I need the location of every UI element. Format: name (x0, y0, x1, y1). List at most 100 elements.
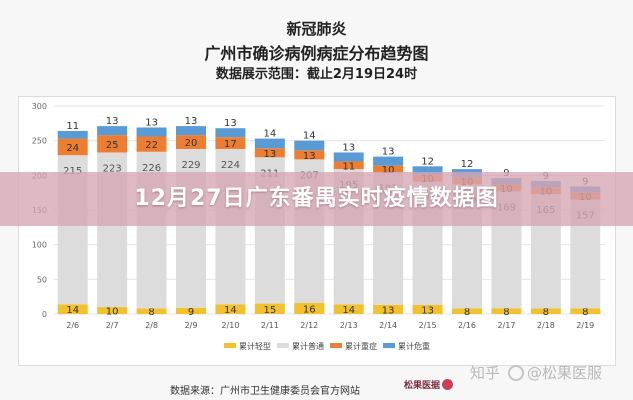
x-tick-label: 2/10 (221, 321, 239, 330)
data-label: 8 (464, 307, 470, 318)
data-label: 9 (188, 307, 194, 318)
data-label: 223 (103, 163, 122, 174)
x-tick-label: 2/15 (419, 321, 437, 330)
bar-segment-light (136, 308, 167, 314)
bar-segment-severe (294, 150, 325, 160)
data-label: 11 (66, 121, 79, 132)
bar-segment-critical (215, 128, 246, 138)
data-label: 8 (543, 307, 549, 318)
legend-swatch (330, 343, 342, 348)
brand-name: 松果医据 (404, 381, 441, 391)
data-label: 13 (185, 116, 198, 127)
data-label: 13 (303, 151, 316, 162)
bar-segment-severe (333, 161, 364, 170)
data-range-note: 数据展示范围：截止2月19日24时 (215, 67, 418, 82)
data-label: 8 (582, 307, 588, 318)
brand-mark-icon (442, 379, 454, 390)
bar-segment-severe (97, 135, 128, 153)
overlay-banner: 12月27日广东番禺实时疫情数据图 (0, 172, 633, 226)
legend-label: 累计轻型 (239, 341, 271, 351)
data-label: 215 (63, 166, 82, 177)
bar-segment-light (412, 304, 443, 314)
bar-segment-light (254, 303, 285, 314)
data-label: 226 (142, 163, 161, 174)
bar-segment-critical (57, 130, 88, 139)
bar-segment-light (570, 308, 601, 314)
data-label: 10 (382, 165, 395, 176)
data-label: 13 (224, 118, 237, 129)
banner-title: 12月27日广东番禺实时疫情数据图 (134, 186, 499, 211)
watermark-handle: @松果医服 (527, 364, 603, 382)
data-label: 224 (221, 160, 240, 171)
y-tick-label: 0 (42, 310, 47, 319)
data-label: 13 (263, 149, 276, 160)
data-label: 14 (224, 305, 237, 316)
data-label: 11 (342, 161, 355, 172)
x-tick-label: 2/18 (537, 321, 555, 330)
watermark-avatar-icon (508, 365, 525, 381)
bar-segment-critical (97, 126, 128, 136)
brand-logo: 松果医据 (404, 378, 458, 394)
data-label: 13 (382, 305, 395, 316)
data-label: 14 (303, 131, 316, 142)
stacked-bar-chart: 0501001502002503001421524112/61022325132… (32, 102, 605, 351)
data-label: 16 (303, 304, 316, 315)
bar-segment-light (491, 308, 522, 314)
bar-segment-severe (176, 135, 206, 149)
data-label: 229 (181, 160, 200, 171)
bar-segment-light (333, 304, 364, 314)
y-tick-label: 250 (32, 137, 47, 146)
data-label: 12 (461, 159, 474, 170)
data-label: 15 (263, 305, 276, 316)
x-tick-label: 2/6 (66, 321, 79, 330)
chart-panel: 0501001502002503001421524112/61022325132… (18, 96, 616, 366)
bar-segment-critical (373, 156, 404, 166)
data-label: 25 (106, 140, 119, 151)
bar-segment-light (530, 308, 561, 314)
x-tick-label: 2/9 (185, 321, 198, 330)
data-source-note: 数据来源：广州市卫生健康委员会官方网站 (170, 386, 360, 397)
legend-label: 累计普通 (292, 341, 324, 351)
bar-segment-light (57, 304, 88, 314)
bar-segment-severe (57, 138, 88, 156)
bar-segment-light (97, 307, 128, 314)
bar-segment-severe (136, 136, 167, 152)
data-label: 14 (342, 305, 355, 316)
bar-segment-light (373, 304, 404, 314)
chart-title: 新冠肺炎 (286, 20, 347, 38)
data-label: 12 (421, 156, 434, 167)
x-tick-label: 2/13 (340, 321, 358, 330)
bar-segment-critical (254, 138, 285, 149)
chart-subtitle: 广州市确诊病例病症分布趋势图 (204, 44, 429, 63)
x-tick-label: 2/8 (145, 321, 158, 330)
legend-label: 累计危重 (398, 341, 430, 351)
bar-segment-critical (136, 127, 167, 137)
data-label: 22 (145, 140, 158, 151)
x-tick-label: 2/14 (379, 321, 397, 330)
data-label: 13 (145, 117, 158, 128)
x-tick-label: 2/12 (300, 321, 318, 330)
bar-segment-severe (215, 137, 246, 149)
bar-segment-critical (176, 126, 206, 136)
y-tick-label: 100 (32, 241, 47, 250)
data-label: 13 (421, 305, 434, 316)
data-label: 20 (185, 138, 198, 149)
bar-segment-severe (373, 165, 404, 173)
x-tick-label: 2/17 (497, 321, 515, 330)
data-label: 13 (342, 142, 355, 153)
bar-segment-critical (294, 140, 325, 151)
y-tick-label: 50 (37, 275, 47, 284)
x-tick-label: 2/11 (261, 321, 279, 330)
legend-swatch (224, 343, 236, 348)
y-tick-label: 300 (32, 102, 47, 111)
legend-swatch (277, 343, 289, 348)
data-label: 8 (148, 307, 154, 318)
bar-segment-critical (333, 152, 364, 162)
data-label: 8 (503, 307, 509, 318)
data-label: 10 (106, 307, 119, 318)
watermark-site: 知乎 (470, 364, 501, 382)
bar-segment-severe (254, 148, 285, 158)
data-label: 13 (106, 116, 119, 127)
x-tick-label: 2/19 (576, 321, 594, 330)
bar-segment-light (294, 302, 325, 314)
